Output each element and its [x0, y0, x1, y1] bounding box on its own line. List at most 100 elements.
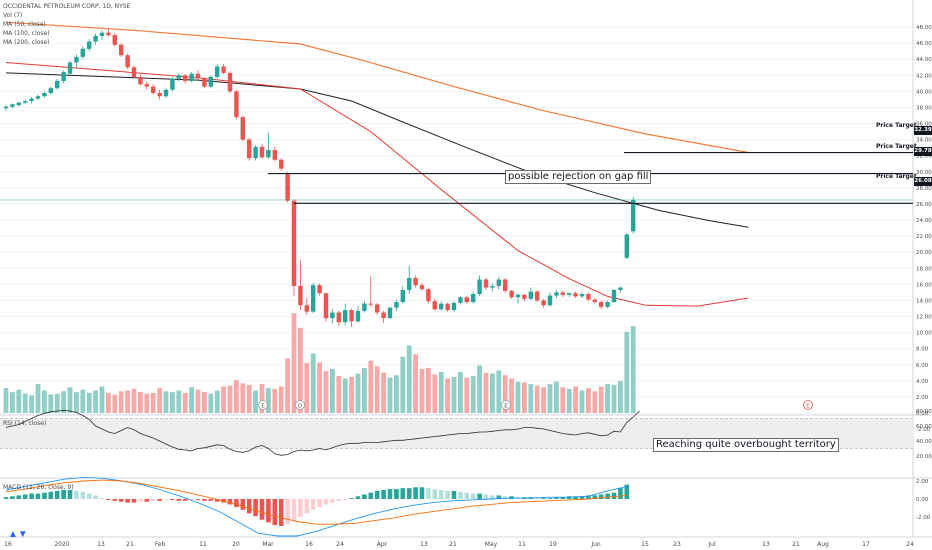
- price-tag-1: 32.39: [914, 126, 932, 135]
- candle-body: [215, 66, 220, 77]
- macd-histogram-bar: [579, 496, 585, 499]
- macd-histogram-bar: [362, 494, 367, 499]
- macd-histogram-bar: [432, 489, 438, 499]
- candle-body: [208, 76, 213, 87]
- macd-histogram-bar: [42, 492, 47, 499]
- volume-bar: [547, 384, 553, 413]
- candle-body: [259, 146, 265, 158]
- macd-histogram-bar: [413, 487, 418, 499]
- candle-body: [605, 302, 610, 307]
- volume-bar: [528, 384, 534, 413]
- macd-histogram-bar: [400, 488, 406, 499]
- macd-histogram-bar: [214, 499, 220, 502]
- volume-bar: [10, 392, 15, 413]
- time-tick-label: Jun: [590, 541, 601, 548]
- macd-histogram-bar: [381, 490, 386, 499]
- volume-bar: [496, 370, 502, 413]
- candle-body: [496, 279, 501, 286]
- volume-bar: [400, 356, 406, 413]
- candle-body: [400, 289, 405, 303]
- candle-body: [547, 295, 553, 306]
- candle-body: [138, 76, 143, 85]
- volume-bar: [490, 373, 495, 413]
- candle-body: [29, 98, 34, 102]
- candle-body: [631, 199, 636, 232]
- candle-body: [573, 293, 578, 297]
- candle-body: [579, 294, 585, 297]
- macd-histogram-bar: [573, 496, 578, 499]
- candle-body: [362, 303, 367, 311]
- volume-bar: [522, 382, 527, 413]
- macd-histogram-bar: [426, 488, 431, 499]
- macd-histogram-bar: [342, 499, 348, 500]
- gap-fill-annotation[interactable]: possible rejection on gap fill: [505, 170, 652, 184]
- event-marker-icon[interactable]: [803, 400, 813, 410]
- volume-bar: [464, 377, 470, 413]
- candle-body: [560, 292, 565, 295]
- macd-histogram-bar: [118, 499, 124, 502]
- rsi-annotation[interactable]: Reaching quite overbought territory: [653, 438, 839, 452]
- time-tick-label: Apr: [377, 541, 388, 548]
- candle-body: [195, 73, 201, 79]
- candle-body: [55, 80, 60, 89]
- price-tick-label: 24.00: [916, 218, 932, 224]
- volume-bar: [419, 368, 425, 413]
- volume-bar: [131, 388, 137, 413]
- macd-histogram-bar: [125, 499, 130, 503]
- event-marker-label: E: [806, 404, 810, 410]
- legend-volume[interactable]: Vol (7): [3, 12, 23, 19]
- legend-ma50[interactable]: MA (50, close): [3, 21, 46, 28]
- volume-bar: [611, 384, 617, 413]
- ma200-line: [5, 21, 749, 154]
- candle-body: [170, 78, 175, 90]
- candle-body: [451, 302, 457, 311]
- volume-bar: [214, 390, 220, 413]
- macd-histogram-bar: [48, 491, 54, 499]
- candle-body: [509, 290, 514, 298]
- price-tick-label: 40.00: [916, 89, 932, 95]
- volume-bar: [157, 388, 162, 413]
- macd-histogram-bar: [605, 493, 610, 499]
- volume-bar: [106, 392, 111, 413]
- candle-body: [234, 91, 239, 118]
- time-tick-label: 13: [420, 541, 428, 548]
- macd-histogram-bar: [202, 499, 207, 501]
- volume-bar: [298, 327, 303, 413]
- event-marker-icon[interactable]: [258, 400, 268, 410]
- macd-histogram-bar: [234, 499, 239, 508]
- event-marker-icon[interactable]: [295, 400, 305, 410]
- candle-body: [375, 304, 380, 313]
- candle-body: [336, 312, 341, 323]
- volume-bar: [406, 345, 412, 413]
- time-tick-label: 2020: [54, 541, 69, 548]
- event-marker-icon[interactable]: [501, 400, 511, 410]
- price-tick-label: 14.00: [916, 298, 932, 304]
- volume-bar: [349, 376, 354, 413]
- time-tick-label: 24: [906, 541, 914, 548]
- macd-histogram-bar: [106, 499, 111, 500]
- legend-ma200[interactable]: MA (200, close): [3, 39, 50, 46]
- price-tick-label: 46.00: [916, 41, 932, 47]
- price-tick-label: 0.00: [916, 411, 929, 417]
- price-tick-label: 28.00: [916, 186, 932, 192]
- candle-body: [266, 150, 271, 158]
- macd-histogram-bar: [176, 499, 182, 501]
- volume-bar: [477, 365, 482, 413]
- macd-histogram-bar: [330, 499, 335, 503]
- legend-ma100[interactable]: MA (100, close): [3, 30, 50, 37]
- volume-bar: [310, 353, 316, 413]
- symbol-title[interactable]: OCCIDENTAL PETROLEUM CORP, 1D, NYSE: [3, 3, 131, 10]
- rsi-legend[interactable]: RSI (14, close): [3, 420, 47, 427]
- candle-body: [291, 200, 297, 286]
- candle-body: [42, 93, 47, 97]
- volume-bar: [445, 378, 450, 413]
- volume-bar: [74, 392, 79, 413]
- macd-histogram-bar: [592, 495, 598, 499]
- macd-legend[interactable]: MACD (12, 26, close, 9): [3, 484, 74, 491]
- tradingview-logo-icon[interactable]: ▲▼: [8, 529, 28, 540]
- time-tick-label: Jul: [707, 541, 716, 548]
- macd-histogram-bar: [80, 491, 86, 499]
- macd-histogram-bar: [112, 499, 118, 501]
